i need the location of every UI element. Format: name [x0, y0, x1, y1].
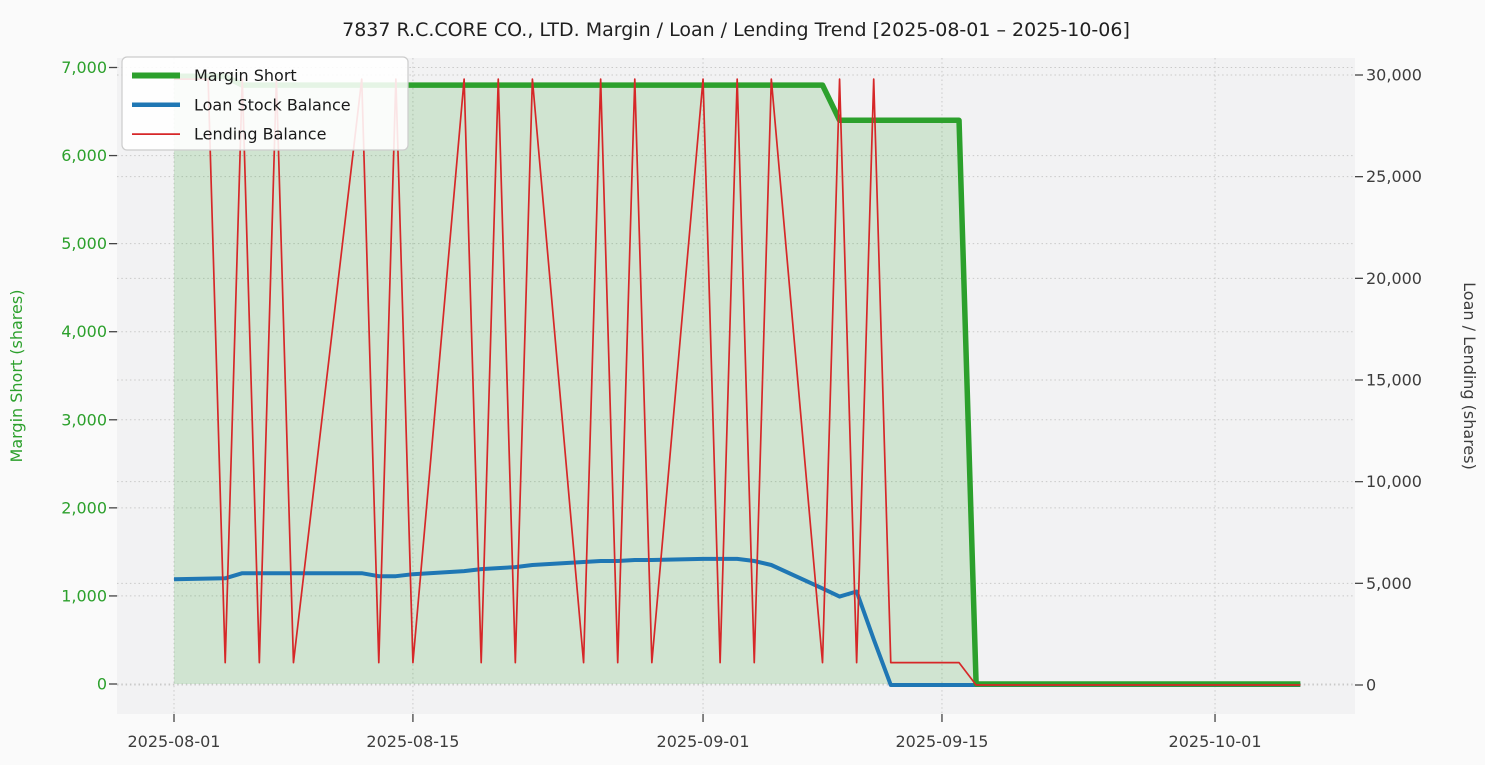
left-tick-label: 4,000 [61, 322, 107, 341]
right-tick-label: 20,000 [1366, 269, 1422, 288]
right-tick-label: 30,000 [1366, 66, 1422, 85]
axis-ticks: 0 1,000 2,000 3,000 4,000 5,000 6,000 7,000 0 5,0… [61, 58, 1422, 751]
legend-label: Lending Balance [194, 125, 326, 144]
right-tick-label: 25,000 [1366, 167, 1422, 186]
legend-label: Loan Stock Balance [194, 95, 351, 114]
right-axis-label: Loan / Lending (shares) [1460, 282, 1479, 470]
chart-title: 7837 R.C.CORE CO., LTD. Margin / Loan / … [342, 19, 1130, 41]
left-tick-label: 6,000 [61, 146, 107, 165]
left-tick-label: 1,000 [61, 586, 107, 605]
left-axis-label: Margin Short (shares) [7, 290, 26, 463]
grid-lines [117, 58, 1355, 714]
lending-balance-line [174, 78, 1301, 686]
legend: Margin Short Loan Stock Balance Lending Ba… [121, 56, 409, 151]
left-tick-label: 3,000 [61, 410, 107, 429]
legend-item-margin-short: Margin Short [132, 66, 297, 85]
right-tick-label: 0 [1366, 676, 1376, 695]
left-tick-label: 2,000 [61, 498, 107, 517]
margin-short-area [174, 76, 1301, 685]
legend-label: Margin Short [194, 66, 297, 85]
right-tick-label: 5,000 [1366, 574, 1412, 593]
left-tick-label: 5,000 [61, 234, 107, 253]
x-tick-label: 2025-09-15 [895, 732, 988, 751]
x-tick-label: 2025-08-01 [128, 732, 221, 751]
loan-stock-balance-line [173, 556, 1301, 687]
left-tick-label: 7,000 [61, 58, 107, 77]
legend-item-lending-balance: Lending Balance [132, 125, 326, 144]
x-tick-label: 2025-10-01 [1169, 732, 1262, 751]
plot-area [117, 58, 1355, 714]
legend-item-loan-stock-balance: Loan Stock Balance [132, 95, 351, 114]
x-tick-label: 2025-08-15 [366, 732, 459, 751]
left-tick-label: 0 [97, 675, 107, 694]
right-tick-label: 15,000 [1366, 371, 1422, 390]
x-tick-label: 2025-09-01 [657, 732, 750, 751]
right-tick-label: 10,000 [1366, 472, 1422, 491]
legend-box [121, 56, 409, 151]
